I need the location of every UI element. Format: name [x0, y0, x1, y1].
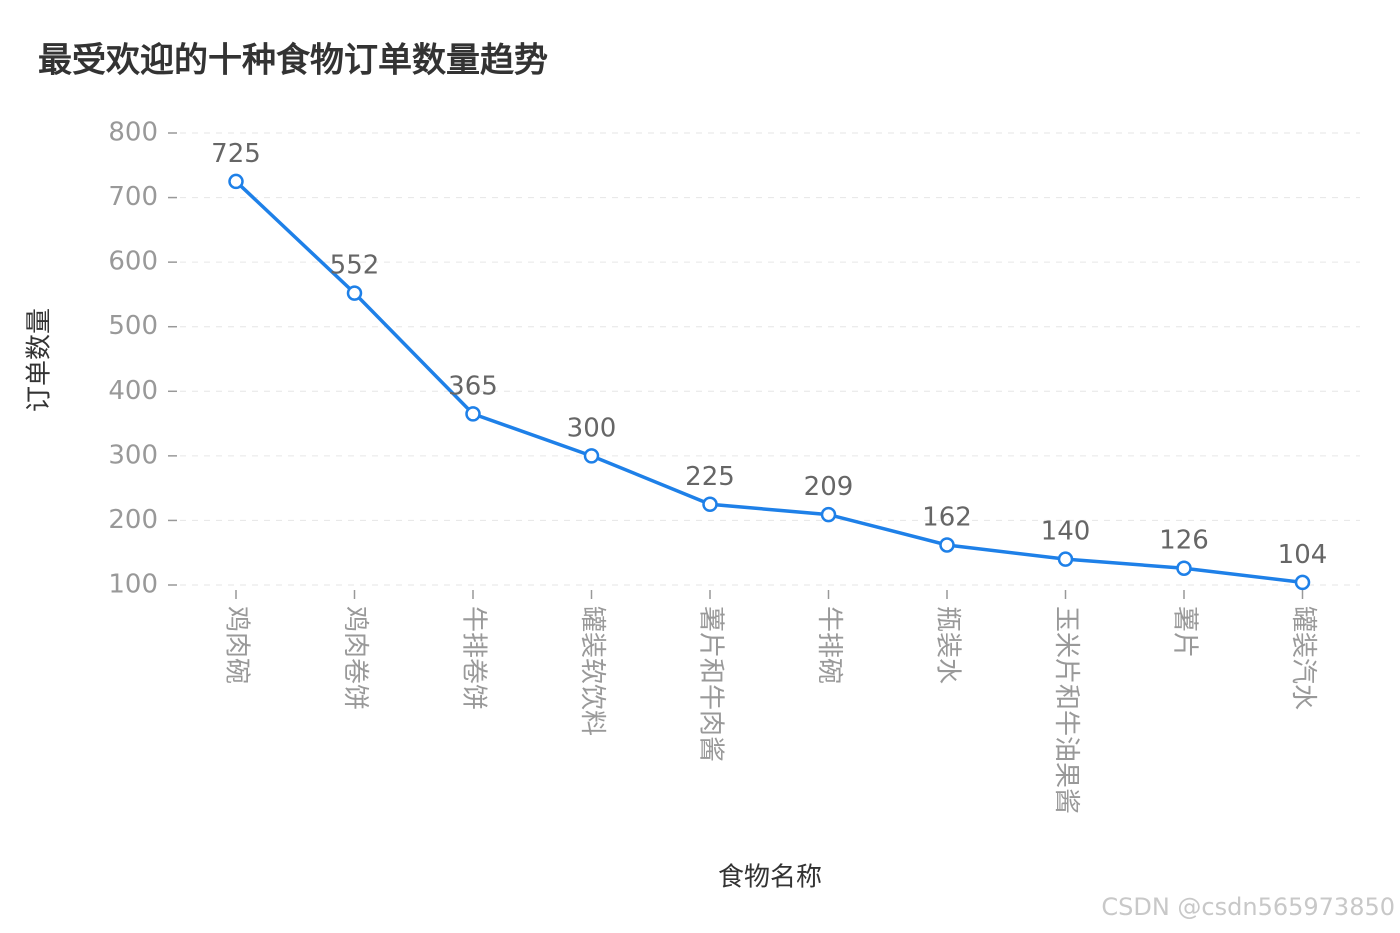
x-tick-label: 罐装汽水	[1288, 606, 1318, 710]
x-tick-label: 鸡肉卷饼	[340, 606, 370, 710]
x-tick-label: 罐装软饮料	[577, 606, 607, 736]
y-tick-label: 100	[108, 570, 158, 600]
x-tick-label: 牛排碗	[814, 606, 844, 684]
y-tick-label: 700	[108, 182, 158, 212]
x-tick-label: 鸡肉碗	[222, 606, 252, 684]
data-label: 225	[685, 462, 735, 492]
x-axis-label: 食物名称	[718, 863, 822, 893]
point	[1294, 574, 1311, 591]
x-tick-label: 玉米片和牛油果酱	[1051, 606, 1081, 814]
y-axis-label: 订单数量	[25, 308, 55, 412]
y-tick-label: 600	[108, 247, 158, 277]
point	[346, 285, 363, 301]
data-label: 209	[804, 472, 854, 502]
x-tick-label: 薯片和牛肉酱	[696, 606, 726, 762]
x-tick-label: 瓶装水	[933, 606, 963, 684]
point	[939, 537, 955, 553]
data-label: 126	[1159, 526, 1209, 556]
x-tick-label: 牛排卷饼	[459, 606, 489, 710]
point	[465, 406, 481, 422]
data-label: 104	[1278, 540, 1328, 570]
data-label: 300	[567, 413, 617, 443]
y-tick-label: 200	[108, 505, 158, 535]
point	[702, 496, 718, 513]
y-tick-label: 300	[108, 440, 158, 470]
point	[1057, 551, 1074, 567]
data-label: 552	[330, 251, 380, 281]
point	[820, 506, 837, 523]
chart-title: 最受欢迎的十种食物订单数量趋势	[38, 41, 548, 81]
line	[234, 180, 1303, 585]
x-tick-label: 薯片	[1170, 606, 1200, 658]
watermark: CSDN @csdn565973850	[1101, 893, 1395, 921]
data-label: 162	[922, 502, 972, 532]
y-tick-label: 800	[108, 118, 158, 148]
y-tick-label: 500	[108, 311, 158, 341]
point	[228, 173, 244, 190]
point	[1176, 560, 1192, 576]
y-tick-label: 400	[108, 376, 158, 406]
point	[583, 448, 600, 464]
data-label: 365	[448, 371, 498, 401]
data-label: 725	[211, 139, 261, 169]
data-label: 140	[1041, 517, 1091, 547]
